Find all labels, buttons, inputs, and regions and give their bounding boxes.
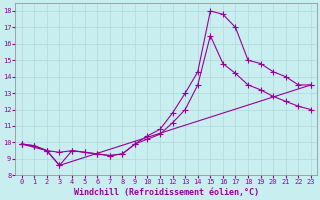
X-axis label: Windchill (Refroidissement éolien,°C): Windchill (Refroidissement éolien,°C) — [74, 188, 259, 197]
